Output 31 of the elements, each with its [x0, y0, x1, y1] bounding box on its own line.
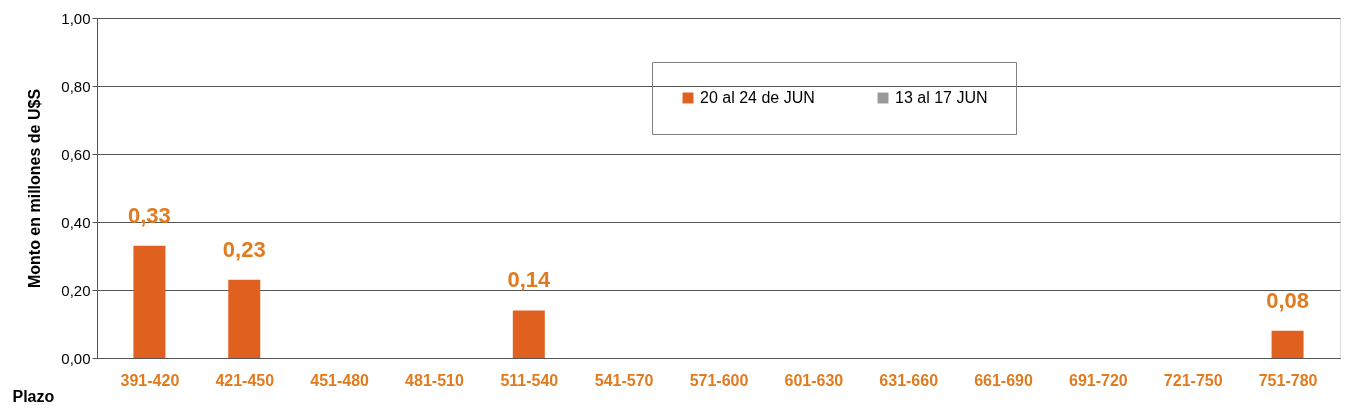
y-tick-label: 0,60 — [61, 145, 91, 163]
x-tick-label: 721-750 — [1163, 371, 1223, 389]
data-label: 0,08 — [1266, 287, 1309, 313]
bar — [512, 310, 545, 358]
bar — [133, 245, 166, 358]
y-axis-title: Monto en millones de U$S — [26, 88, 44, 289]
legend-label: 13 al 17 JUN — [895, 89, 988, 106]
x-tick-label: 661-690 — [974, 371, 1033, 389]
x-tick-label: 451-480 — [310, 371, 370, 389]
bar — [228, 279, 261, 358]
data-label: 0,14 — [507, 267, 551, 293]
bar — [1271, 330, 1304, 358]
x-tick-label: 511-540 — [500, 371, 559, 389]
x-tick-label: 421-450 — [215, 371, 275, 389]
x-tick-label: 481-510 — [405, 371, 464, 389]
x-tick-label: 631-660 — [879, 371, 939, 389]
y-tick-label: 0,40 — [61, 213, 91, 231]
y-tick-label: 1,00 — [61, 9, 91, 27]
y-tick-label: 0,80 — [61, 77, 91, 95]
x-tick-label: 391-420 — [120, 371, 180, 389]
x-axis-title: Plazo — [12, 387, 55, 405]
data-label: 0,33 — [128, 202, 171, 228]
x-tick-label: 691-720 — [1069, 371, 1128, 389]
x-tick-label: 751-780 — [1258, 371, 1318, 389]
legend-label: 20 al 24 de JUN — [700, 89, 815, 106]
y-tick-label: 0,20 — [61, 281, 91, 299]
x-tick-label: 571-600 — [689, 371, 749, 389]
y-tick-label: 0,00 — [61, 349, 91, 367]
data-label: 0,23 — [222, 236, 266, 262]
x-tick-label: 541-570 — [594, 371, 654, 389]
x-tick-label: 601-630 — [784, 371, 844, 389]
